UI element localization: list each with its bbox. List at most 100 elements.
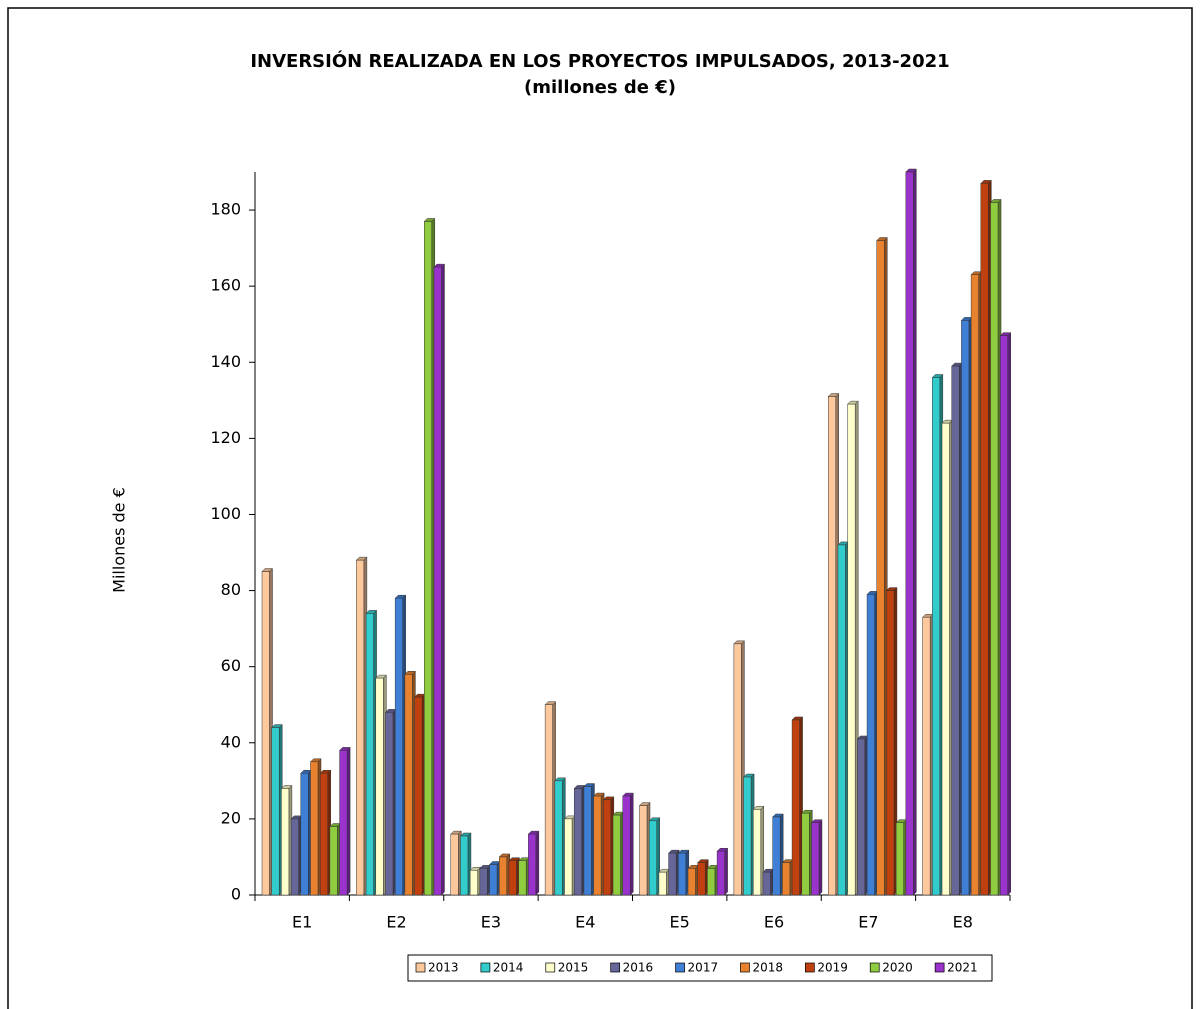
bar [281, 788, 290, 896]
bar [932, 377, 941, 896]
legend-label: 2017 [688, 961, 719, 975]
legend-label: 2016 [623, 961, 654, 975]
bar [970, 274, 979, 896]
bar [300, 772, 309, 896]
bar [782, 862, 791, 896]
bar [697, 862, 706, 896]
bar [603, 799, 612, 896]
bar [622, 795, 631, 896]
y-tick-label: 180 [210, 200, 241, 219]
bar [716, 850, 725, 896]
bar-side [535, 830, 540, 896]
bar [450, 833, 459, 896]
bar-side [346, 746, 351, 896]
bar [811, 822, 820, 896]
bar [404, 674, 413, 896]
x-tick-label: E4 [575, 913, 595, 932]
bar [762, 871, 771, 896]
bar-side [818, 819, 823, 896]
bar [290, 818, 299, 896]
y-tick-label: 120 [210, 428, 241, 447]
bar [791, 719, 800, 896]
bar [905, 171, 914, 896]
bar-side [1007, 332, 1011, 896]
bar [375, 677, 384, 896]
bar [668, 852, 677, 896]
y-tick-label: 160 [210, 276, 241, 295]
bar [999, 335, 1008, 896]
bar [271, 727, 280, 896]
x-tick-label: E3 [481, 913, 501, 932]
legend-label: 2015 [558, 961, 589, 975]
bar [564, 818, 573, 896]
bar [951, 365, 960, 896]
bar [866, 594, 875, 896]
bar [648, 820, 657, 896]
y-tick-label: 0 [231, 885, 241, 904]
bar [319, 772, 328, 896]
x-tick-label: E8 [953, 913, 973, 932]
bar [612, 814, 621, 896]
legend-swatch [545, 962, 556, 973]
bar-side [724, 847, 728, 896]
legend-swatch [480, 962, 491, 973]
bar-side [913, 168, 917, 896]
bar [499, 856, 507, 896]
legend-swatch [675, 962, 685, 973]
bar [424, 221, 433, 896]
y-tick-label: 140 [210, 352, 241, 371]
bar [573, 788, 582, 896]
bar [847, 403, 856, 896]
y-tick-label: 100 [210, 504, 241, 523]
bar [593, 795, 602, 896]
bar [876, 240, 885, 896]
bar [801, 812, 810, 896]
bar [639, 805, 648, 896]
bar [886, 590, 895, 896]
legend-swatch [610, 962, 621, 973]
bar-side [629, 792, 634, 896]
bar [743, 776, 752, 896]
bar [583, 786, 592, 896]
bar [895, 822, 904, 896]
bar [460, 835, 469, 896]
bar [518, 860, 527, 896]
legend-swatch [934, 962, 945, 973]
legend-label: 2014 [493, 961, 524, 975]
chart-subtitle: (millones de €) [524, 77, 676, 98]
y-tick-label: 20 [221, 808, 241, 827]
bar [544, 704, 553, 896]
x-tick-label: E6 [764, 913, 784, 932]
bar-side [441, 263, 445, 896]
x-tick-label: E5 [670, 913, 690, 932]
bar [356, 559, 365, 896]
bar [990, 202, 999, 896]
bar [414, 696, 423, 896]
y-axis-label: Millones de € [110, 487, 129, 593]
legend-swatch [740, 962, 750, 973]
legend-swatch [415, 962, 426, 973]
legend-label: 2021 [947, 961, 978, 975]
bar [469, 870, 478, 896]
bar [857, 738, 866, 896]
x-tick-label: E1 [292, 913, 312, 932]
bar [433, 266, 442, 896]
bar [772, 816, 781, 896]
legend-label: 2020 [882, 961, 913, 975]
bar [922, 616, 931, 896]
bar [733, 643, 742, 896]
bar [508, 860, 517, 896]
bar [658, 871, 667, 896]
legend-swatch [804, 962, 815, 973]
bar [385, 712, 394, 896]
bar [828, 396, 836, 896]
legend-label: 2013 [428, 961, 459, 975]
bar [365, 613, 374, 896]
bar [980, 183, 989, 896]
bar [528, 833, 537, 896]
y-tick-label: 80 [221, 580, 241, 599]
x-tick-label: E2 [386, 913, 406, 932]
legend-label: 2018 [752, 961, 783, 975]
bar [707, 868, 716, 896]
chart-title: INVERSIÓN REALIZADA EN LOS PROYECTOS IMP… [250, 50, 949, 72]
